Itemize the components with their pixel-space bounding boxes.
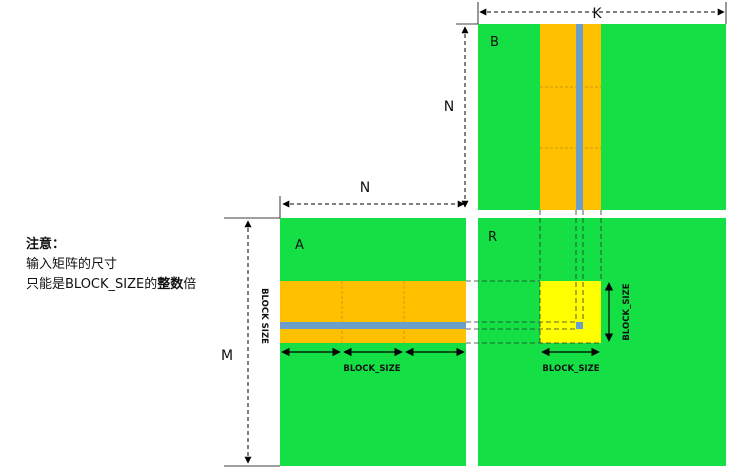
matrix-b-column-block <box>540 24 601 210</box>
matrix-a-label: A <box>295 238 304 253</box>
matrix-b-column-strip <box>576 24 583 210</box>
note-line-2: 只能是BLOCK_SIZE的整数倍 <box>26 275 196 295</box>
result-element <box>576 322 583 329</box>
projection-guides <box>466 210 602 344</box>
a-block-size-label: BLOCK_SIZE <box>343 364 400 374</box>
note-line-1: 输入矩阵的尺寸 <box>26 257 118 272</box>
matrix-a-row-block <box>280 281 466 343</box>
matrix-b-label: B <box>490 35 499 50</box>
dimension-n-horizontal-label: N <box>360 180 370 196</box>
matrix-r-label: R <box>488 230 497 245</box>
a-side-block-size-label: BLOCK SIZE <box>259 288 269 344</box>
size-note: 注意： 输入矩阵的尺寸 只能是BLOCK_SIZE的整数倍 <box>26 235 196 295</box>
note-line-2-prefix: 只能是BLOCK_SIZE的 <box>26 277 158 292</box>
dimension-n-vertical-label: N <box>444 99 454 115</box>
note-title: 注意： <box>26 237 66 252</box>
matrix-b <box>478 24 726 210</box>
result-block <box>540 281 601 343</box>
dimension-m-label: M <box>221 348 233 364</box>
r-side-block-size-label: BLOCK_SIZE <box>622 283 632 340</box>
dimension-k-label: K <box>592 6 602 22</box>
note-line-2-emphasis: 整数 <box>157 277 184 292</box>
note-line-2-suffix: 倍 <box>183 277 197 292</box>
matrix-r <box>478 218 726 466</box>
r-block-size-label: BLOCK_SIZE <box>542 364 599 374</box>
matrix-a-row-strip <box>280 322 466 329</box>
